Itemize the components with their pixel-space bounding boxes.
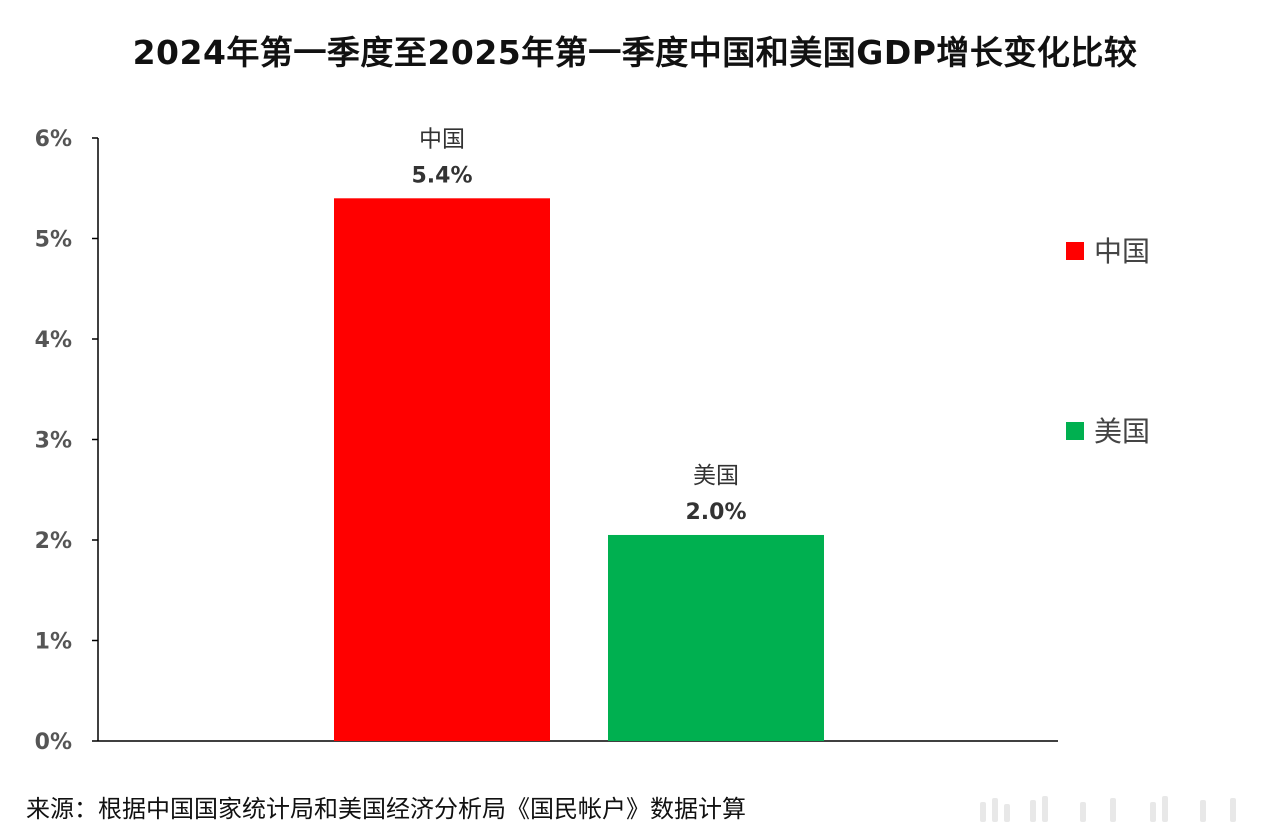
bar-category-label: 中国 <box>419 126 465 152</box>
bar-value-label: 5.4% <box>411 163 472 188</box>
y-tick-label: 5% <box>35 228 72 253</box>
legend-label: 美国 <box>1094 415 1150 448</box>
y-tick-label: 4% <box>35 328 72 353</box>
y-tick-label: 1% <box>35 630 72 655</box>
legend-swatch-usa <box>1066 422 1084 440</box>
legend-label: 中国 <box>1094 235 1150 268</box>
bar-value-label: 2.0% <box>685 500 746 525</box>
chart-title: 2024年第一季度至2025年第一季度中国和美国GDP增长变化比较 <box>132 33 1138 72</box>
legend-swatch-china <box>1066 242 1084 260</box>
y-tick-label: 2% <box>35 529 72 554</box>
bar-china <box>334 198 550 742</box>
watermark-logo <box>980 796 1236 822</box>
source-note: 来源：根据中国国家统计局和美国经济分析局《国民帐户》数据计算 <box>26 795 746 823</box>
y-tick-label: 0% <box>35 730 72 755</box>
bar-category-label: 美国 <box>693 463 739 489</box>
y-tick-label: 3% <box>35 429 72 454</box>
bar-usa <box>608 534 824 741</box>
y-tick-label: 6% <box>35 127 72 152</box>
